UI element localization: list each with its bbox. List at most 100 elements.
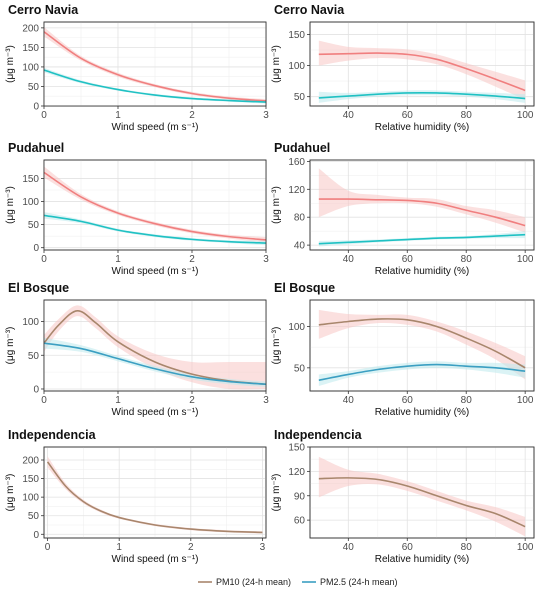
confidence-band — [318, 90, 526, 103]
x-tick-label: 2 — [189, 254, 195, 265]
x-tick-label: 60 — [402, 395, 414, 406]
series-line — [44, 171, 266, 241]
x-axis-label: Relative humidity (%) — [375, 554, 469, 565]
y-tick-label: 150 — [22, 474, 39, 485]
y-tick-label: 50 — [28, 511, 40, 522]
plot-border — [43, 446, 267, 539]
x-tick-label: 1 — [116, 542, 122, 553]
legend-label: PM2.5 (24-h mean) — [320, 577, 398, 587]
series-line — [44, 69, 266, 103]
y-tick-label: 60 — [294, 516, 306, 527]
x-tick-label: 80 — [461, 542, 473, 553]
y-tick-label: 50 — [28, 220, 40, 231]
y-tick-label: 100 — [288, 322, 305, 333]
x-axis-label: Wind speed (m s⁻¹) — [112, 407, 199, 418]
series-line — [318, 363, 526, 382]
panel-title: El Bosque — [8, 281, 69, 295]
y-tick-label: 90 — [294, 491, 306, 502]
series-line — [318, 318, 526, 369]
y-tick-label: 50 — [28, 351, 40, 362]
confidence-band — [318, 40, 526, 100]
gridlines — [310, 160, 534, 250]
series-line — [44, 214, 266, 244]
series-line — [318, 198, 526, 227]
x-tick-label: 100 — [517, 395, 534, 406]
x-tick-label: 40 — [343, 110, 355, 121]
confidence-band — [318, 361, 526, 387]
y-axis-label: (μg m⁻³) — [5, 186, 16, 224]
y-tick-label: 0 — [33, 102, 39, 113]
confidence-band — [318, 309, 526, 380]
x-axis-label: Relative humidity (%) — [375, 122, 469, 133]
x-tick-label: 60 — [402, 110, 414, 121]
y-axis-label: (μg m⁻³) — [271, 186, 282, 224]
series-line — [318, 233, 526, 245]
x-tick-label: 2 — [188, 542, 194, 553]
x-tick-label: 2 — [189, 110, 195, 121]
x-axis-label: Relative humidity (%) — [375, 266, 469, 277]
plot-border — [309, 446, 535, 539]
chart-panel: 40 60 80 100 50 100 El Bosque Relative humidity… — [271, 281, 535, 418]
y-tick-label: 50 — [28, 82, 40, 93]
plot-border — [43, 159, 267, 251]
x-tick-label: 80 — [461, 254, 473, 265]
x-tick-label: 80 — [461, 395, 473, 406]
x-tick-label: 40 — [343, 395, 355, 406]
series-line — [318, 91, 526, 100]
x-tick-label: 0 — [41, 395, 47, 406]
y-tick-label: 0 — [33, 384, 39, 395]
series-layer — [318, 168, 526, 247]
y-tick-label: 200 — [22, 456, 39, 467]
y-tick-label: 120 — [288, 467, 305, 478]
panel-title: Pudahuel — [274, 141, 330, 155]
x-tick-label: 0 — [45, 542, 51, 553]
x-tick-label: 60 — [402, 542, 414, 553]
panel-title: Independencia — [8, 428, 97, 442]
x-tick-label: 3 — [263, 254, 269, 265]
series-line — [318, 477, 526, 528]
series-layer — [318, 456, 526, 537]
y-tick-label: 100 — [22, 197, 39, 208]
y-tick-label: 120 — [288, 185, 305, 196]
y-axis-label: (μg m⁻³) — [271, 474, 282, 512]
y-axis-label: (μg m⁻³) — [5, 327, 16, 365]
series-layer — [44, 27, 266, 104]
chart-panel: 0 1 2 3 0 50 100 El Bosque Wind speed (m s⁻¹) (μg… — [5, 281, 269, 418]
chart-panel: 40 60 80 100 40 80 120 160 Pudahuel Relative humi… — [271, 141, 535, 277]
plot-border — [43, 299, 267, 392]
y-axis-label: (μg m⁻³) — [271, 45, 282, 83]
x-tick-label: 3 — [263, 110, 269, 121]
x-tick-label: 40 — [343, 542, 355, 553]
series-line — [46, 461, 263, 534]
y-tick-label: 50 — [294, 363, 306, 374]
x-tick-label: 1 — [115, 395, 121, 406]
y-tick-label: 0 — [33, 243, 39, 254]
y-tick-label: 150 — [288, 443, 305, 454]
y-tick-label: 150 — [22, 43, 39, 54]
y-axis-label: (μg m⁻³) — [5, 474, 16, 512]
x-tick-label: 1 — [115, 110, 121, 121]
x-tick-label: 40 — [343, 254, 355, 265]
x-axis-label: Wind speed (m s⁻¹) — [112, 554, 199, 565]
legend: PM10 (24-h mean) PM2.5 (24-h mean) — [198, 577, 398, 587]
y-tick-label: 100 — [288, 61, 305, 72]
x-tick-label: 3 — [260, 542, 266, 553]
y-tick-label: 150 — [22, 174, 39, 185]
panel-title: Pudahuel — [8, 141, 64, 155]
series-layer — [44, 166, 266, 246]
y-tick-label: 50 — [294, 92, 306, 103]
panel-title: Cerro Navia — [274, 3, 345, 17]
x-axis-label: Wind speed (m s⁻¹) — [112, 122, 199, 133]
series-layer — [318, 309, 526, 387]
y-tick-label: 100 — [22, 493, 39, 504]
panel-title: El Bosque — [274, 281, 335, 295]
y-tick-label: 0 — [33, 530, 39, 541]
y-tick-label: 150 — [288, 30, 305, 41]
x-axis-label: Relative humidity (%) — [375, 407, 469, 418]
plot-border — [43, 21, 267, 107]
y-tick-label: 40 — [294, 241, 306, 252]
chart-panel: 0 1 2 3 0 50 100 150 Pudahuel Wind speed (m s⁻¹) (… — [5, 141, 269, 277]
confidence-band — [318, 168, 526, 233]
